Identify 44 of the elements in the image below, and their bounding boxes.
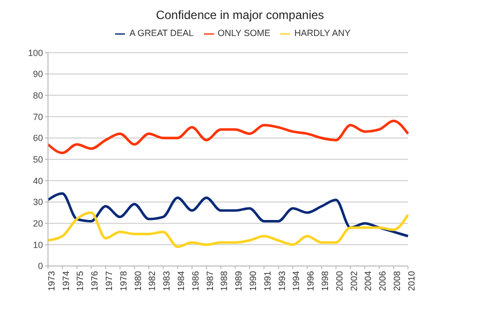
- y-tick-label: 20: [32, 218, 43, 229]
- x-tick-label: 2006: [378, 271, 388, 292]
- legend-label: A GREAT DEAL: [129, 28, 194, 38]
- x-tick-label: 1975: [75, 271, 86, 292]
- x-tick-label: 1986: [190, 271, 200, 292]
- y-tick-label: 10: [32, 240, 43, 250]
- x-tick-label: 1993: [276, 271, 287, 292]
- x-tick-label: 1991: [262, 271, 272, 292]
- x-tick-label: 1988: [219, 271, 230, 292]
- y-tick-label: 50: [32, 154, 43, 165]
- x-tick-label: 2010: [406, 271, 416, 292]
- x-tick-label: 1987: [204, 271, 215, 292]
- line-series: [46, 211, 410, 248]
- y-tick-label: 80: [32, 90, 43, 100]
- x-tick-label: 2004: [363, 271, 374, 292]
- legend-label: HARDLY ANY: [294, 28, 351, 38]
- x-tick-label: 1978: [118, 271, 128, 292]
- legend-label: ONLY SOME: [218, 28, 270, 38]
- y-tick-label: 100: [28, 48, 43, 58]
- x-tick-label: 1974: [60, 271, 71, 292]
- y-tick-label: 60: [32, 133, 43, 144]
- x-tick-label: 1990: [248, 271, 258, 292]
- chart-title: Confidence in major companies: [154, 8, 326, 24]
- x-tick-label: 1973: [46, 271, 56, 292]
- y-tick-label: 0: [38, 261, 43, 272]
- x-tick-label: 1989: [234, 271, 244, 292]
- x-tick-label: 1976: [90, 271, 100, 292]
- y-tick-label: 70: [32, 112, 43, 122]
- x-tick-label: 1998: [320, 271, 330, 292]
- line-series: [46, 120, 410, 154]
- line-series: [46, 192, 410, 238]
- x-tick-label: 1996: [306, 271, 316, 292]
- y-tick-label: 90: [32, 69, 43, 80]
- y-tick-label: 40: [32, 176, 43, 186]
- x-tick-label: 1980: [132, 271, 143, 292]
- x-tick-label: 1982: [147, 271, 158, 292]
- x-tick-label: 2002: [348, 271, 359, 292]
- x-tick-label: 1984: [176, 271, 186, 292]
- x-tick-label: 2000: [334, 271, 344, 292]
- x-tick-label: 1994: [291, 271, 302, 292]
- x-tick-label: 1983: [162, 271, 172, 292]
- y-tick-label: 30: [32, 197, 43, 208]
- x-tick-label: 2008: [392, 271, 402, 292]
- x-tick-label: 1977: [104, 271, 114, 292]
